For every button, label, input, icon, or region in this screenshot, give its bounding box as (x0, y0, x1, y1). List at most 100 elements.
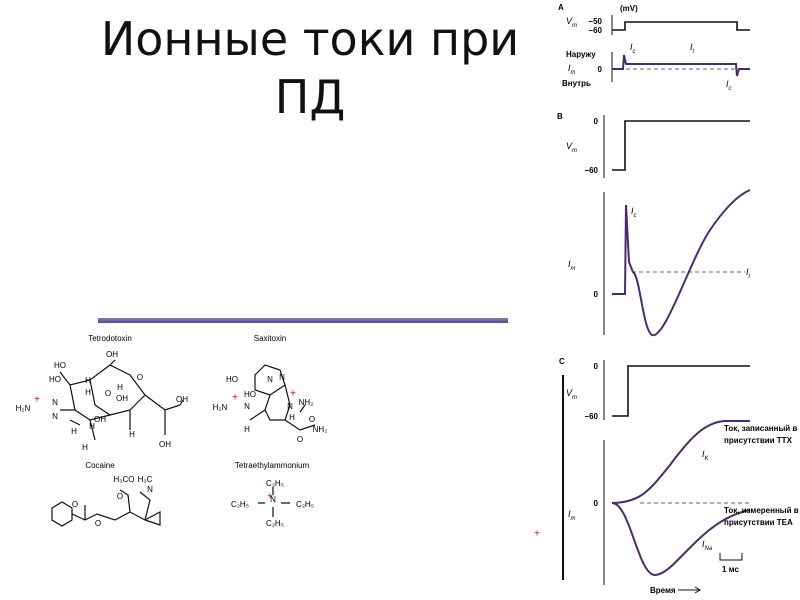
figure-label: Ток, измеренный в (724, 506, 799, 515)
figure-label: присутствии TTX (724, 436, 793, 445)
axis-symbol: Im (568, 63, 576, 76)
atom-label: O (117, 492, 123, 501)
atom-label: C₂H₅ (231, 500, 249, 509)
atom-label: OH (106, 350, 118, 359)
atom-label: N (244, 402, 250, 411)
figure-label: B (557, 112, 563, 121)
symbol-sub: m (572, 395, 577, 401)
symbol-sub: m (571, 266, 576, 272)
atom-label: N (147, 485, 153, 494)
figure-label: Время (650, 586, 676, 595)
axis-symbol: Vm (566, 141, 577, 154)
figure-label: −50 (588, 17, 602, 26)
atom-label: H (89, 422, 95, 431)
charge: + (232, 393, 238, 404)
atom-label: OH (116, 394, 128, 403)
atom-label: H (117, 383, 123, 392)
charge: + (34, 395, 40, 406)
symbol-main: I (702, 449, 705, 459)
axis-symbol: Il (746, 267, 751, 280)
atom-label: H₂N (16, 404, 31, 413)
molecule-name: Cocaine (85, 461, 115, 470)
axis-symbol: Im (568, 259, 576, 272)
atom-label: OH (159, 440, 171, 449)
atom-label: H (82, 443, 88, 452)
atom-label: HO (226, 375, 238, 384)
molecule-name: Tetrodotoxin (88, 334, 132, 343)
atom-label: H (85, 376, 91, 385)
divider (98, 318, 508, 323)
atom-label: C₂H₅ (266, 519, 284, 528)
symbol-sub: m (571, 70, 576, 76)
symbol-sub: K (705, 456, 710, 462)
symbol-sub: c (729, 86, 732, 92)
symbol-main: V (566, 16, 573, 26)
atom-label: H (129, 430, 135, 439)
slide-title: Ионные токи при ПД (100, 12, 520, 124)
atom-label: O (95, 519, 101, 528)
symbol-main: I (568, 509, 571, 519)
atom-label: O (297, 435, 303, 444)
symbol-main: I (631, 206, 634, 216)
atom-label: N (52, 398, 58, 407)
plus-sign: + (534, 529, 540, 540)
symbol-main: I (568, 63, 571, 73)
symbol-main: I (630, 42, 633, 52)
axis-symbol: IK (702, 449, 710, 462)
atom-label: NH₂ (313, 425, 328, 434)
atom-label: N (267, 375, 273, 384)
atom-label: C₂H₅ (296, 500, 314, 509)
atom-label: NH₂ (299, 398, 314, 407)
atom-label: N (270, 495, 276, 504)
figure-label: −60 (584, 412, 598, 421)
axis-symbol: Vm (566, 16, 577, 29)
atom-label: O (105, 389, 111, 398)
axis-symbol: INa (702, 539, 713, 552)
atom-label: OH (176, 395, 188, 404)
symbol-main: I (702, 539, 705, 549)
symbol-sub: l (693, 49, 695, 55)
atom-label: HO (54, 361, 66, 370)
symbol-sub: c (633, 49, 636, 55)
axis-symbol: Im (568, 509, 576, 522)
atom-label: H₃C (138, 475, 153, 484)
symbol-main: I (746, 267, 749, 277)
atom-label: O (309, 415, 315, 424)
bonds (51, 359, 316, 527)
symbol-main: V (566, 141, 573, 151)
axis-symbol: Ic (726, 79, 732, 92)
atom-label: N (52, 412, 58, 421)
symbol-main: I (726, 79, 729, 89)
charge: + (290, 389, 296, 400)
atom-label: OH (94, 415, 106, 424)
symbol-sub: m (571, 516, 576, 522)
symbol-sub: l (749, 274, 751, 280)
figure-label: Наружу (566, 50, 596, 59)
atom-label: N (287, 402, 293, 411)
figure-label: −60 (584, 166, 598, 175)
molecule-name: Tetraethylammonium (235, 461, 310, 470)
symbol-main: I (690, 42, 693, 52)
figure-traces (562, 15, 751, 594)
figure-label: Внутрь (562, 79, 591, 88)
symbol-sub: m (572, 148, 577, 154)
atom-label: H (289, 413, 295, 422)
symbol-sub: c (634, 213, 637, 219)
figure-label: Ток, записанный в (724, 424, 797, 433)
figure-label: 1 мс (722, 565, 739, 574)
symbol-sub: Na (705, 546, 713, 552)
atom-label: HO (49, 375, 61, 384)
symbol-main: I (568, 259, 571, 269)
atom-label: HO (244, 390, 256, 399)
figure-label: 0 (594, 117, 599, 126)
atom-label: H (71, 427, 77, 436)
atom-label: C₂H₅ (266, 479, 284, 488)
molecule-name: Saxitoxin (254, 334, 286, 343)
figure-label: присутствии TEA (724, 518, 793, 527)
atom-label: H₂N (213, 403, 228, 412)
figure-label: 0 (598, 65, 603, 74)
